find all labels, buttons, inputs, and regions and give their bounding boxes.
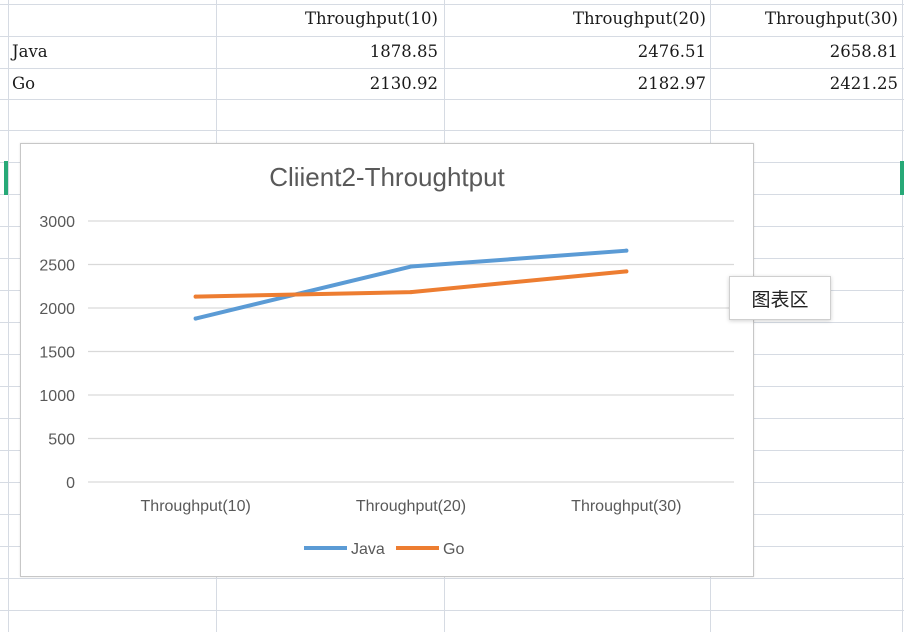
x-tick-label: Throughput(30) xyxy=(571,498,681,515)
row-label-go[interactable]: Go xyxy=(12,74,36,93)
y-tick-label: 2500 xyxy=(39,258,75,275)
data-point-java[interactable] xyxy=(193,316,198,321)
go-value-30[interactable]: 2421.25 xyxy=(829,74,898,93)
y-tick-label: 0 xyxy=(66,475,75,492)
chart-area-tooltip: 图表区 xyxy=(729,276,831,320)
legend-label-java: Java xyxy=(351,541,385,558)
chart-title: Cliient2-Throughtput xyxy=(269,162,505,192)
chart-area[interactable]: 0 500 1000 1500 2000 2500 3000 Throughput(10) T… xyxy=(20,143,754,577)
header-cell-1[interactable]: Throughput(10) xyxy=(305,9,438,28)
go-value-10[interactable]: 2130.92 xyxy=(369,74,438,93)
line-chart: 0 500 1000 1500 2000 2500 3000 Throughput(10) T… xyxy=(39,162,734,558)
y-tick-label: 500 xyxy=(48,432,75,449)
y-tick-label: 3000 xyxy=(39,214,75,231)
x-tick-label: Throughput(10) xyxy=(141,498,251,515)
x-tick-label: Throughput(20) xyxy=(356,498,466,515)
header-cell-3[interactable]: Throughput(30) xyxy=(765,9,898,28)
chart-selection-handle-left[interactable] xyxy=(4,161,8,195)
y-tick-label: 1000 xyxy=(39,388,75,405)
go-value-20[interactable]: 2182.97 xyxy=(637,74,706,93)
java-value-30[interactable]: 2658.81 xyxy=(829,42,898,61)
chart-selection-handle-right[interactable] xyxy=(900,161,904,195)
data-point-java[interactable] xyxy=(409,264,413,269)
row-label-java[interactable]: Java xyxy=(12,42,48,61)
y-tick-label: 2000 xyxy=(39,301,75,318)
java-value-20[interactable]: 2476.51 xyxy=(637,42,706,61)
header-cell-2[interactable]: Throughput(20) xyxy=(573,9,706,28)
legend-label-go: Go xyxy=(443,541,464,558)
data-point-go[interactable] xyxy=(193,294,198,299)
y-tick-label: 1500 xyxy=(39,345,75,362)
data-point-go[interactable] xyxy=(624,269,629,274)
data-point-java[interactable] xyxy=(624,248,629,253)
data-point-go[interactable] xyxy=(409,290,413,295)
java-value-10[interactable]: 1878.85 xyxy=(369,42,438,61)
